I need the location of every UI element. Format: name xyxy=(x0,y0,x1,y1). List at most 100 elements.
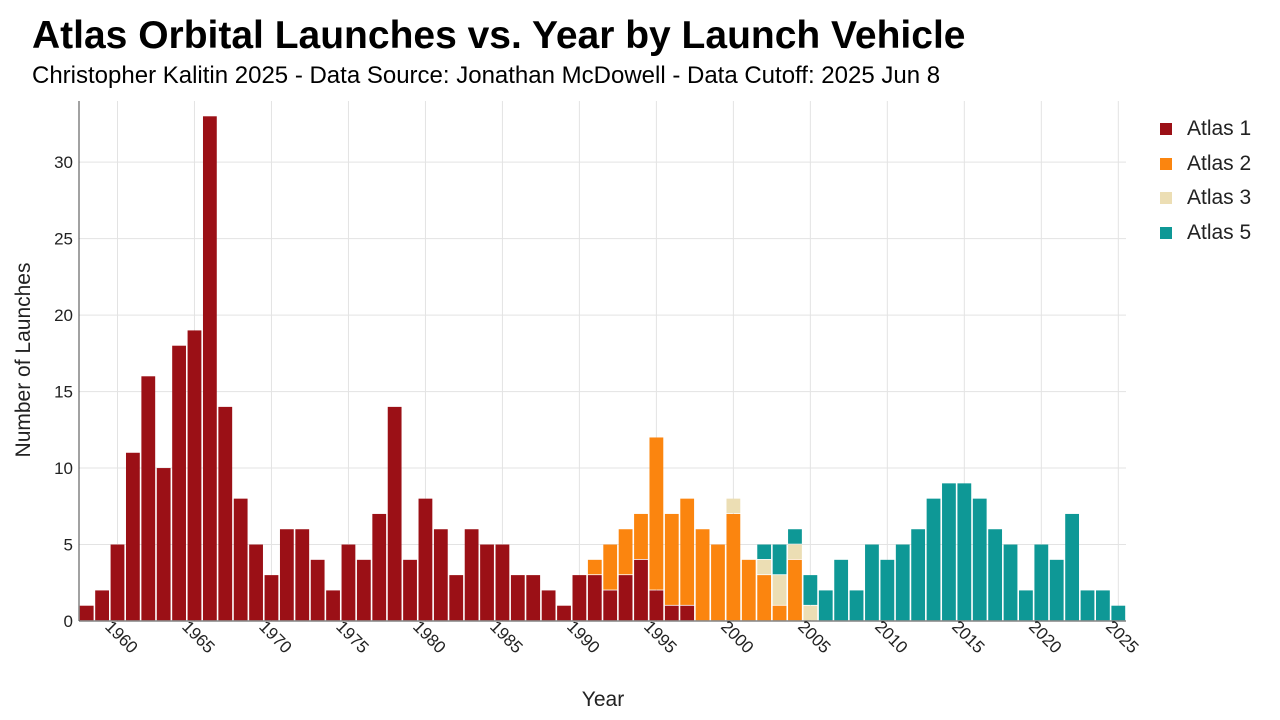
bar-atlas-1-1976 xyxy=(356,559,371,621)
bar-atlas-2-1997 xyxy=(680,498,695,605)
bar-atlas-1-1988 xyxy=(541,590,556,621)
x-tick-label: 1985 xyxy=(486,617,526,657)
bar-atlas-5-2013 xyxy=(926,498,941,621)
bar-atlas-5-2015 xyxy=(957,483,972,621)
x-tick-label: 2015 xyxy=(948,617,988,657)
legend-item-atlas-1: Atlas 1 xyxy=(1160,112,1251,147)
bar-atlas-1-1985 xyxy=(495,544,510,621)
x-tick-label: 1970 xyxy=(255,617,295,657)
legend-label: Atlas 2 xyxy=(1187,151,1252,175)
bar-atlas-1-1982 xyxy=(449,575,464,621)
bar-atlas-1-1970 xyxy=(264,575,279,621)
bar-atlas-5-2018 xyxy=(1003,544,1018,621)
chart-title: Atlas Orbital Launches vs. Year by Launc… xyxy=(32,14,966,57)
y-axis-title: Number of Launches xyxy=(12,263,35,458)
bar-atlas-5-2004 xyxy=(788,529,802,544)
bar-atlas-1-1989 xyxy=(557,605,571,621)
legend-label: Atlas 5 xyxy=(1187,220,1252,244)
bar-atlas-2-2000 xyxy=(726,513,741,621)
bar-atlas-5-2005 xyxy=(803,575,818,605)
bar-atlas-1-1965 xyxy=(187,330,202,621)
x-axis-title: Year xyxy=(582,688,624,711)
legend: Atlas 1 Atlas 2 Atlas 3 Atlas 5 xyxy=(1160,112,1251,250)
bar-atlas-5-2011 xyxy=(895,544,910,621)
x-tick-label: 1975 xyxy=(332,617,372,657)
bar-atlas-1-1987 xyxy=(526,575,541,621)
bar-atlas-1-1995 xyxy=(649,590,664,621)
bar-atlas-2-2004 xyxy=(788,559,802,621)
legend-swatch xyxy=(1160,123,1172,136)
bar-atlas-2-1991 xyxy=(587,559,602,575)
bar-atlas-3-2003 xyxy=(772,575,787,605)
legend-item-atlas-3: Atlas 3 xyxy=(1160,181,1251,216)
bar-atlas-1-1983 xyxy=(464,529,479,621)
bar-atlas-1-1981 xyxy=(433,529,448,621)
bar-atlas-5-2016 xyxy=(972,498,987,621)
bar-atlas-1-1994 xyxy=(634,559,648,621)
bar-atlas-5-2006 xyxy=(818,590,833,621)
bar-atlas-2-1992 xyxy=(603,544,618,590)
x-tick-label: 1965 xyxy=(178,617,218,657)
chart-subtitle: Christopher Kalitin 2025 - Data Source: … xyxy=(32,62,941,89)
legend-item-atlas-5: Atlas 5 xyxy=(1160,216,1251,251)
bar-atlas-5-2007 xyxy=(834,559,849,621)
bar-atlas-1-1991 xyxy=(587,575,602,621)
bar-atlas-5-2023 xyxy=(1080,590,1095,621)
bar-atlas-1-1971 xyxy=(279,529,294,621)
bar-atlas-1-1974 xyxy=(326,590,340,621)
bar-atlas-2-1993 xyxy=(618,529,633,575)
y-tick-label: 10 xyxy=(54,459,73,478)
x-tick-label: 2010 xyxy=(871,617,911,657)
bar-atlas-5-2012 xyxy=(911,529,926,621)
bar-atlas-1-1958 xyxy=(79,605,94,621)
bar-atlas-1-1962 xyxy=(141,376,156,621)
bar-atlas-3-2004 xyxy=(788,544,802,560)
y-tick-label: 5 xyxy=(64,536,73,555)
bar-atlas-1-1961 xyxy=(125,452,140,621)
x-tick-label: 1990 xyxy=(563,617,603,657)
bar-atlas-2-1994 xyxy=(634,513,648,560)
bar-atlas-3-2005 xyxy=(803,605,818,621)
x-tick-label: 1980 xyxy=(409,617,449,657)
bar-atlas-5-2010 xyxy=(880,559,895,621)
legend-label: Atlas 1 xyxy=(1187,117,1252,141)
bar-atlas-5-2025 xyxy=(1111,605,1126,621)
y-tick-label: 15 xyxy=(54,383,73,402)
x-tick-label: 2025 xyxy=(1102,617,1142,657)
bar-atlas-3-2000 xyxy=(726,498,741,514)
bar-atlas-1-1984 xyxy=(480,544,494,621)
bars xyxy=(79,116,1126,621)
bar-atlas-5-2022 xyxy=(1065,513,1080,621)
legend-swatch xyxy=(1160,226,1172,239)
bar-atlas-5-2009 xyxy=(865,544,879,621)
bar-atlas-5-2014 xyxy=(942,483,956,621)
bar-atlas-1-1959 xyxy=(95,590,109,621)
bar-atlas-1-1997 xyxy=(680,605,695,621)
bar-atlas-2-1998 xyxy=(695,529,710,621)
grid-lines xyxy=(79,101,1126,622)
bar-atlas-1-1963 xyxy=(156,468,171,621)
x-tick-label: 1960 xyxy=(101,617,141,657)
x-tick-label: 2000 xyxy=(717,617,757,657)
bar-atlas-1-1966 xyxy=(202,116,217,621)
bar-atlas-5-2020 xyxy=(1034,544,1049,621)
x-tick-label: 2005 xyxy=(794,617,834,657)
bar-atlas-1-1980 xyxy=(418,498,433,621)
bar-atlas-5-2008 xyxy=(849,590,864,621)
bar-atlas-1-1969 xyxy=(249,544,263,621)
bar-atlas-1-1960 xyxy=(110,544,125,621)
x-tick-label: 1995 xyxy=(640,617,680,657)
bar-atlas-1-1964 xyxy=(172,345,186,621)
bar-atlas-1-1990 xyxy=(572,575,587,621)
x-tick-label: 2020 xyxy=(1025,617,1065,657)
bar-atlas-1-1986 xyxy=(510,575,525,621)
bar-atlas-1-1978 xyxy=(387,406,402,621)
bar-atlas-2-2003 xyxy=(772,605,787,621)
bar-atlas-1-1975 xyxy=(341,544,356,621)
y-tick-label: 20 xyxy=(54,306,73,325)
legend-label: Atlas 3 xyxy=(1187,186,1252,210)
bar-atlas-2-2001 xyxy=(741,559,756,621)
bar-atlas-2-1999 xyxy=(711,544,725,621)
bar-atlas-5-2024 xyxy=(1096,590,1110,621)
